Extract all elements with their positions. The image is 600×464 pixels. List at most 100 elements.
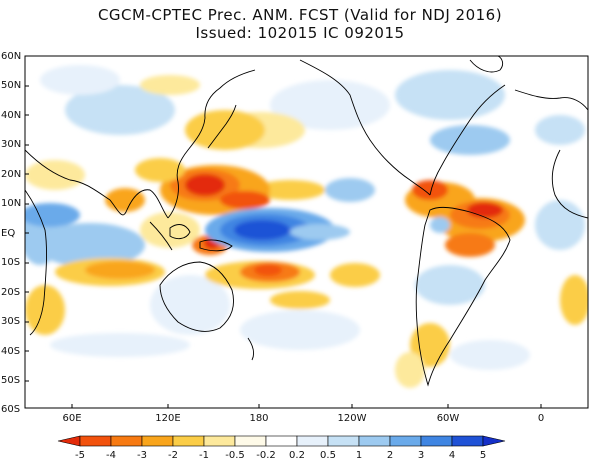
dry-patch-south-pacific-mid [270, 291, 330, 309]
colorbar-label: -1 [199, 450, 209, 461]
map-subtitle: Issued: 102015 IC 092015 [195, 24, 405, 42]
dry-patch-caribbean [412, 180, 448, 200]
lat-label-20n: 20N [1, 169, 22, 180]
lon-label-0: 0 [537, 413, 545, 424]
wet-patch-south-america [415, 265, 485, 305]
lat-label-30s: 30S [1, 316, 21, 327]
map-title: CGCM-CPTEC Prec. ANM. FCST (Valid for ND… [97, 6, 503, 24]
wet-patch-eurasia [40, 65, 120, 95]
lon-label-60e: 60E [62, 413, 82, 424]
dry-patch-brazil [445, 233, 495, 257]
wet-patch-south-atlantic [450, 340, 530, 370]
wet-patch-indian-ocean [35, 223, 145, 267]
colorbar-label: -0.2 [256, 450, 276, 461]
coast-south-america [415, 206, 511, 387]
coast-europe [514, 89, 588, 111]
coast-sumatra [149, 221, 173, 251]
colorbar-swatch [79, 435, 112, 447]
colorbar-label: -2 [168, 450, 178, 461]
colorbar-label: 0.2 [289, 450, 305, 461]
wet-patch-southern-ocean [50, 333, 190, 357]
lon-label-120e: 120E [155, 413, 181, 424]
lat-label-eq: EQ [1, 228, 16, 239]
colorbar-arrow-left [57, 435, 81, 447]
lat-label-50n: 50N [1, 80, 22, 91]
lat-label-30n: 30N [1, 139, 22, 150]
colorbar-label: -4 [106, 450, 116, 461]
colorbar-swatch [389, 435, 422, 447]
axis-ticks [25, 85, 542, 408]
coast-north-america-east [429, 84, 506, 196]
dry-patch-india [105, 188, 145, 212]
dry-patch-philippines [185, 174, 225, 196]
colorbar-swatch [265, 435, 298, 447]
colorbar-label: 1 [355, 450, 363, 461]
wet-patch-equatorial-tail [290, 224, 350, 240]
lat-label-60s: 60S [1, 404, 21, 415]
colorbar-label: 3 [417, 450, 425, 461]
dry-patch-africa-east [560, 275, 588, 325]
lat-label-50s: 50S [1, 375, 21, 386]
lat-label-60n: 60N [1, 51, 22, 62]
colorbar-label: 5 [479, 450, 487, 461]
dry-patch-south-china [135, 158, 185, 182]
wet-patch-australia [150, 275, 230, 335]
colorbar-swatch [110, 435, 143, 447]
wet-patch-east-africa [25, 203, 80, 227]
coast-africa [25, 189, 47, 336]
colorbar-label: 0.5 [320, 450, 336, 461]
colorbar-arrow-right [482, 435, 506, 447]
wet-patch-north-pacific [270, 80, 390, 130]
dry-patch-south-indian-core [85, 261, 155, 279]
colorbar-swatch [451, 435, 484, 447]
dry-patch-amazon-core [467, 202, 503, 218]
coast-greenland [469, 56, 504, 73]
lon-label-120w: 120W [337, 413, 367, 424]
coast-new-guinea [199, 239, 233, 252]
dry-patch-japan [185, 110, 265, 150]
dry-patch-east-south-pacific [330, 263, 380, 287]
coast-australia [159, 261, 234, 332]
wet-patch-west-africa [535, 200, 585, 250]
coast-arabia-india [25, 149, 169, 219]
colorbar-label: 2 [386, 450, 394, 461]
colorbar-swatch [358, 435, 391, 447]
colorbar-label: -0.5 [225, 450, 245, 461]
colorbar-swatch [172, 435, 205, 447]
lat-label-40n: 40N [1, 110, 22, 121]
wet-patch-equatorial-pacific-core [234, 220, 290, 240]
wet-patch-mediterranean [535, 115, 585, 145]
wet-patch-north-atlantic [395, 70, 505, 120]
lat-label-40s: 40S [1, 346, 21, 357]
colorbar [57, 435, 506, 447]
dry-patch-patagonia [395, 352, 425, 388]
colorbar-swatch [327, 435, 360, 447]
colorbar-swatch [203, 435, 236, 447]
coast-north-america [299, 59, 431, 196]
dry-patch-spcz-core [254, 264, 282, 276]
dry-patch-siberia [140, 75, 200, 95]
dry-patch-micronesia [220, 191, 270, 209]
wet-patch-east-pacific [325, 178, 375, 202]
colorbar-label: 4 [448, 450, 456, 461]
colorbar-swatch [234, 435, 267, 447]
wet-patch-colombia [430, 217, 450, 233]
colorbar-swatch [296, 435, 329, 447]
lat-label-20s: 20S [1, 287, 21, 298]
coast-east-asia [167, 69, 256, 219]
lat-label-10n: 10N [1, 198, 22, 209]
colorbar-swatch [420, 435, 453, 447]
wet-patch-south-pacific [240, 310, 360, 350]
coast-new-zealand [247, 337, 255, 361]
dry-patch-southern-africa [25, 285, 65, 335]
colorbar-swatch [141, 435, 174, 447]
lon-label-60w: 60W [436, 413, 460, 424]
colorbar-label: -3 [137, 450, 147, 461]
colorbar-label: -5 [75, 450, 85, 461]
dry-patch-arabia [25, 160, 85, 190]
wet-patch-asia [65, 85, 175, 135]
coastlines [25, 56, 588, 387]
dry-patch-tropical-north-pacific [255, 180, 325, 200]
map-frame [24, 55, 589, 409]
